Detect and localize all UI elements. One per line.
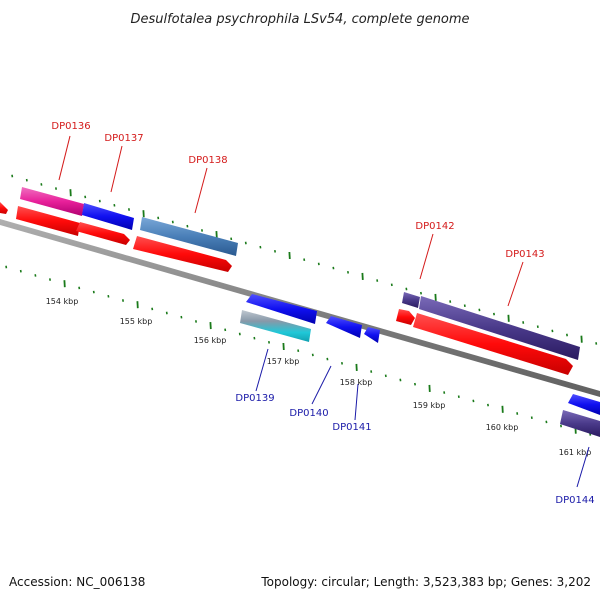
kbp-label: 155 kbp xyxy=(120,317,153,326)
features-lower xyxy=(0,202,573,375)
kbp-label: 156 kbp xyxy=(194,336,227,345)
features-reverse xyxy=(240,294,600,437)
kbp-label: 154 kbp xyxy=(46,297,79,306)
tick-row-top xyxy=(11,174,598,345)
label-leaders xyxy=(58,135,590,488)
gene-arrow[interactable] xyxy=(0,202,8,214)
kbp-labels: 154 kbp 155 kbp 156 kbp 157 kbp 158 kbp … xyxy=(46,297,592,457)
gene-label-dp0139[interactable]: DP0139 xyxy=(235,393,274,404)
map-title: Desulfotalea psychrophila LSv54, complet… xyxy=(130,12,469,27)
gene-arrow[interactable] xyxy=(326,316,362,338)
kbp-label: 160 kbp xyxy=(486,423,519,432)
gene-feature[interactable] xyxy=(240,310,311,342)
gene-arrow[interactable] xyxy=(364,327,380,343)
kbp-label: 161 kbp xyxy=(559,448,592,457)
gene-label-dp0137[interactable]: DP0137 xyxy=(104,133,143,144)
gene-label-dp0136[interactable]: DP0136 xyxy=(51,121,90,132)
topology-text: Topology: circular; Length: 3,523,383 bp… xyxy=(260,575,591,589)
gene-arrow[interactable] xyxy=(413,313,573,375)
gene-label-dp0142[interactable]: DP0142 xyxy=(415,221,454,232)
gene-labels-bottom: DP0139 DP0140 DP0141 DP0144 xyxy=(235,393,594,506)
gene-feature[interactable] xyxy=(140,217,238,256)
kbp-label: 157 kbp xyxy=(267,357,300,366)
gene-label-dp0138[interactable]: DP0138 xyxy=(188,155,227,166)
gene-label-dp0140[interactable]: DP0140 xyxy=(289,408,328,419)
gene-feature[interactable] xyxy=(560,410,600,437)
kbp-label: 158 kbp xyxy=(340,378,373,387)
gene-label-dp0141[interactable]: DP0141 xyxy=(332,422,371,433)
tick-row-bottom xyxy=(5,265,592,436)
gene-labels-top: DP0136 DP0137 DP0138 DP0142 DP0143 xyxy=(51,121,544,260)
gene-arrow[interactable] xyxy=(568,394,600,415)
gene-feature[interactable] xyxy=(419,296,580,360)
gene-feature[interactable] xyxy=(20,187,84,216)
gene-arrow[interactable] xyxy=(76,222,130,245)
gene-feature[interactable] xyxy=(402,292,420,308)
gene-arrow[interactable] xyxy=(396,309,415,325)
gene-label-dp0143[interactable]: DP0143 xyxy=(505,249,544,260)
kbp-label: 159 kbp xyxy=(413,401,446,410)
gene-arrow[interactable] xyxy=(246,294,317,324)
features-upper xyxy=(20,187,580,360)
gene-feature[interactable] xyxy=(82,203,134,230)
gene-label-dp0144[interactable]: DP0144 xyxy=(555,495,594,506)
gene-arrow[interactable] xyxy=(16,206,80,236)
accession-text: Accession: NC_006138 xyxy=(9,575,145,589)
gene-arrow[interactable] xyxy=(133,236,232,272)
